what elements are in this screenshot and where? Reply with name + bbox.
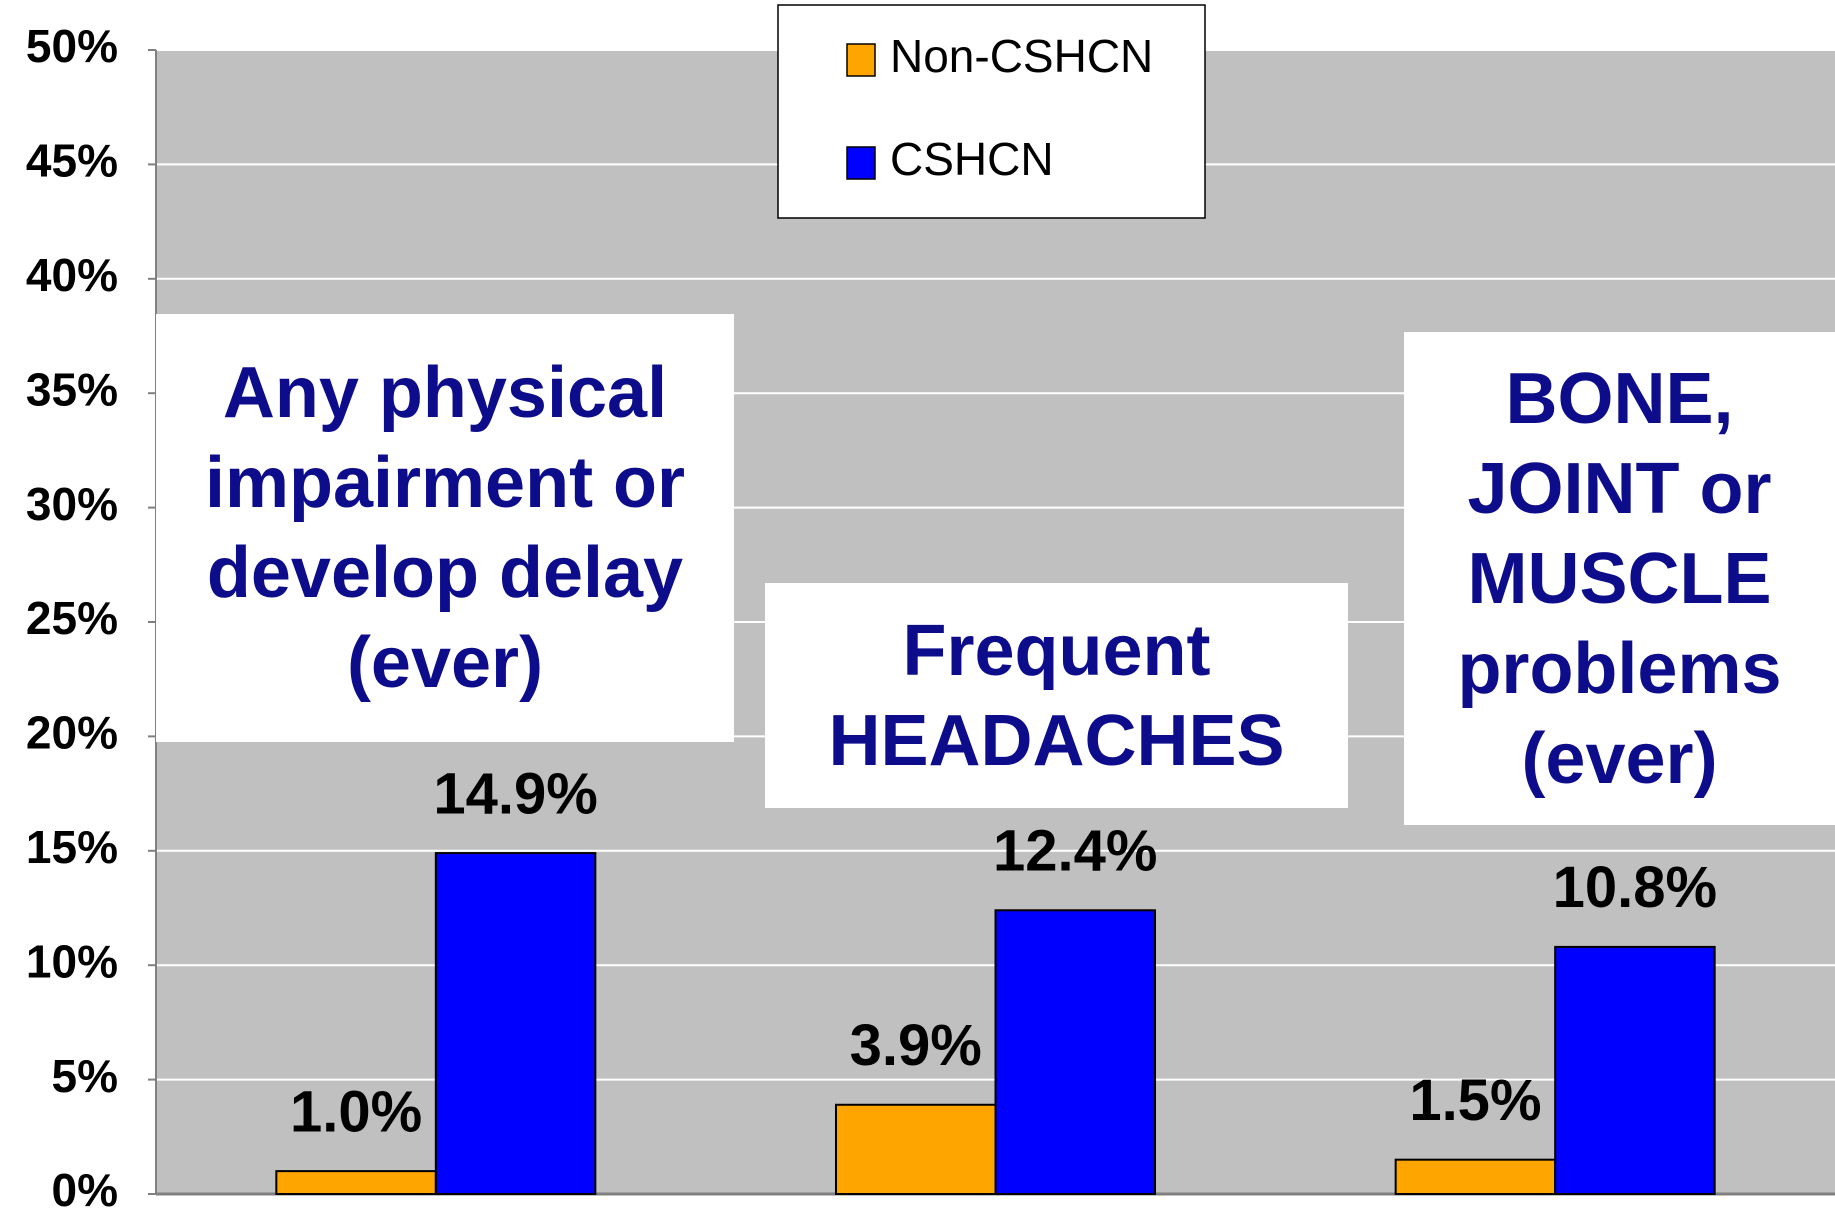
legend-box [777,4,1206,219]
y-tick-label: 10% [26,935,118,987]
y-tick-label: 15% [26,821,118,873]
category-label: Frequent HEADACHES [765,583,1348,808]
y-tick-label: 20% [26,707,118,759]
value-label: 10.8% [1553,855,1717,920]
value-label: 3.9% [850,1013,982,1078]
y-tick-label: 50% [26,20,118,72]
bar [1394,1158,1557,1196]
y-tick-label: 25% [26,592,118,644]
y-tick-label: 30% [26,478,118,530]
value-label: 14.9% [433,761,597,826]
bar [834,1103,997,1195]
bar [1554,945,1716,1195]
bar [275,1170,437,1195]
legend-label: Non-CSHCN [890,30,1153,82]
category-label: BONE, JOINT or MUSCLE problems (ever) [1404,332,1835,825]
y-tick-label: 45% [26,135,118,187]
bar [434,852,597,1195]
y-tick-label: 5% [52,1050,118,1102]
category-label: Any physical impairment or develop delay… [156,314,734,742]
bar [994,909,1157,1196]
value-label: 12.4% [993,819,1157,884]
legend-swatch [846,43,876,77]
legend-swatch [846,146,876,180]
y-tick-label: 0% [52,1164,118,1216]
value-label: 1.5% [1409,1068,1541,1133]
y-tick-label: 35% [26,363,118,415]
legend-label: CSHCN [890,133,1054,185]
value-label: 1.0% [290,1079,422,1144]
y-tick-label: 40% [26,249,118,301]
